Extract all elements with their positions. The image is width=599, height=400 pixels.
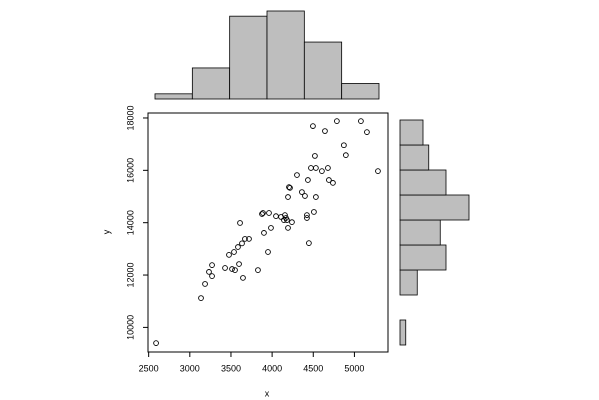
point: [325, 165, 331, 171]
point: [319, 168, 325, 174]
x-tick-label: 2500: [139, 363, 159, 373]
histogram-bar: [399, 194, 470, 221]
point: [246, 236, 252, 242]
point: [239, 240, 245, 247]
point: [364, 129, 370, 135]
y-tick-label: 18000: [125, 105, 135, 130]
point: [310, 123, 316, 129]
point: [306, 240, 312, 246]
histogram-bar: [229, 15, 268, 100]
point: [237, 220, 243, 226]
point: [304, 212, 310, 218]
point: [222, 265, 228, 271]
point: [313, 194, 319, 200]
point: [202, 281, 208, 287]
y-axis-label: y: [101, 229, 111, 234]
point: [302, 193, 308, 199]
point: [289, 219, 295, 226]
x-tick-label: 3000: [180, 363, 200, 373]
point: [304, 215, 310, 221]
histogram-bar: [191, 67, 231, 100]
point: [330, 180, 336, 186]
point: [209, 262, 215, 268]
point: [209, 273, 215, 279]
histogram-bar: [266, 10, 305, 100]
point: [232, 267, 238, 273]
histogram-bar: [399, 269, 418, 296]
point: [312, 153, 318, 159]
point: [322, 128, 328, 134]
point: [311, 209, 317, 215]
point: [260, 210, 266, 216]
point: [308, 165, 314, 171]
point: [283, 215, 289, 221]
x-tick-label: 4500: [303, 363, 323, 373]
histogram-bar: [303, 41, 343, 100]
histogram-bar: [399, 219, 441, 246]
point: [375, 168, 381, 174]
x-tick-label: 5000: [344, 363, 364, 373]
x-tick-label: 3500: [221, 363, 241, 373]
point: [265, 249, 271, 255]
point: [231, 249, 237, 255]
point: [299, 189, 305, 195]
histogram-bar: [399, 319, 407, 346]
point: [235, 244, 241, 250]
point: [287, 185, 293, 191]
point: [343, 152, 349, 158]
point: [285, 194, 291, 200]
y-tick-label: 14000: [125, 210, 135, 235]
point: [358, 118, 364, 124]
y-tick-label: 16000: [125, 158, 135, 183]
point: [334, 118, 340, 124]
point: [326, 177, 332, 183]
point: [236, 261, 242, 267]
point: [229, 266, 235, 272]
point: [226, 252, 232, 258]
y-tick-label: 10000: [125, 315, 135, 340]
histogram-bar: [399, 244, 447, 271]
point: [268, 225, 274, 231]
point: [153, 340, 159, 346]
point: [255, 267, 261, 273]
point: [242, 236, 248, 242]
point: [294, 172, 300, 178]
point: [259, 211, 265, 217]
point: [305, 177, 311, 183]
point: [198, 295, 204, 301]
point: [266, 210, 272, 216]
plot-frame: [147, 112, 389, 353]
point: [261, 230, 267, 236]
histogram-bar: [399, 119, 424, 146]
point: [313, 165, 319, 171]
point: [286, 184, 292, 190]
histogram-bar: [341, 83, 380, 100]
point: [240, 275, 246, 281]
x-tick-label: 4000: [262, 363, 282, 373]
histogram-bar: [399, 144, 430, 171]
point: [282, 212, 288, 218]
point: [341, 142, 347, 149]
y-tick-label: 12000: [125, 263, 135, 288]
point: [206, 269, 212, 275]
histogram-bar: [154, 93, 193, 100]
point: [273, 213, 279, 219]
x-axis-label: x: [265, 388, 270, 398]
point: [285, 225, 291, 231]
histogram-bar: [399, 169, 447, 196]
